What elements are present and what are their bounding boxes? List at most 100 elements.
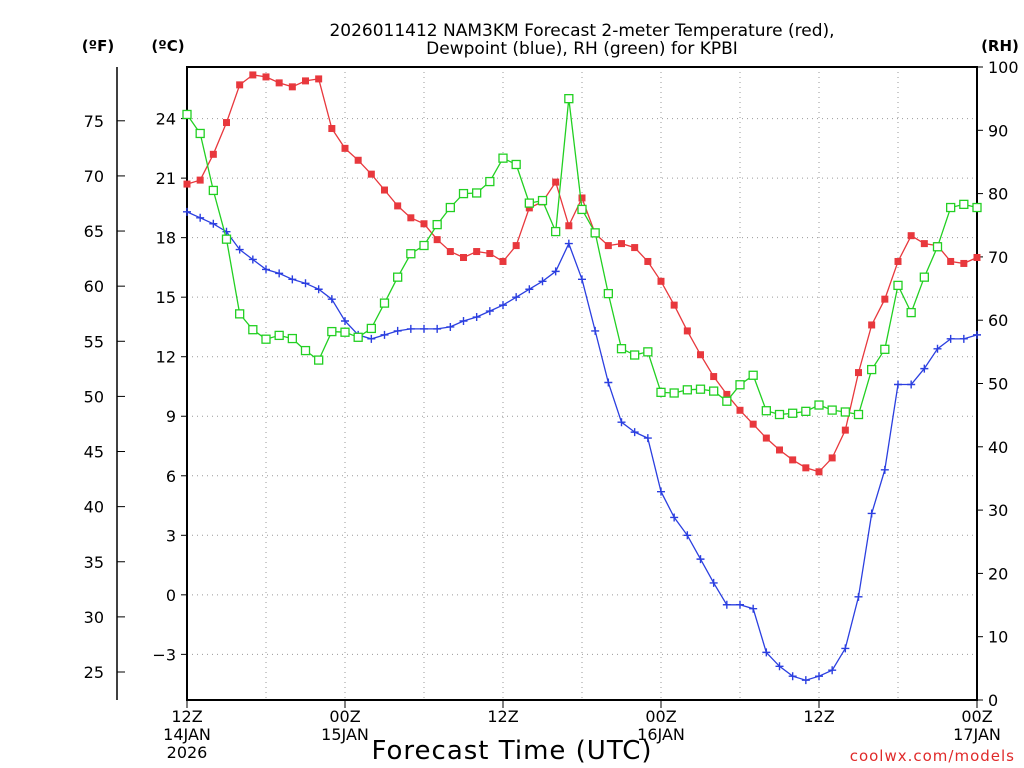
dewpoint-point — [235, 245, 244, 254]
rh-tick-label: 60 — [988, 311, 1008, 330]
temperature-point — [762, 434, 770, 442]
rh-tick-label: 0 — [988, 691, 998, 710]
dewpoint-point — [288, 275, 297, 284]
temperature-point — [367, 170, 375, 178]
dewpoint-point — [617, 418, 626, 427]
temperature-point — [657, 277, 665, 285]
celsius-tick-label: 12 — [156, 348, 176, 367]
x-tick-label: 00Z — [645, 707, 676, 726]
dewpoint-point — [209, 219, 218, 228]
dewpoint-point — [854, 592, 863, 601]
dewpoint-point — [946, 334, 955, 343]
dewpoint-point — [262, 265, 270, 274]
dewpoint-point — [459, 316, 468, 325]
dewpoint-point — [749, 604, 758, 613]
temperature-point — [789, 456, 797, 464]
fahrenheit-tick-label: 30 — [84, 608, 104, 627]
rh-point — [814, 400, 824, 410]
dewpoint-point — [709, 578, 718, 587]
rh-point — [551, 226, 561, 237]
rh-point — [616, 344, 627, 354]
rh-point — [524, 198, 534, 208]
temperature-point — [288, 83, 296, 91]
chart-title-line2: Dewpoint (blue), RH (green) for KPBI — [426, 39, 738, 59]
rh-point — [419, 240, 429, 251]
dewpoint-point — [248, 255, 257, 264]
rh-point — [274, 330, 284, 341]
temperature-point — [473, 248, 481, 256]
rh-point — [906, 307, 916, 318]
rh-point — [959, 199, 969, 210]
dewpoint-point — [367, 334, 376, 343]
x-tick-label: 12Z — [803, 707, 834, 726]
rh-point — [774, 409, 785, 420]
rh-point — [195, 128, 205, 139]
rh-point — [656, 387, 666, 398]
rh-point — [458, 188, 469, 199]
rh-point — [300, 345, 311, 356]
dewpoint-point — [841, 644, 850, 653]
temperature-point — [881, 295, 889, 303]
fahrenheit-tick-label: 60 — [84, 277, 104, 296]
rh-point — [972, 202, 982, 213]
rh-point — [682, 385, 692, 395]
dewpoint-point — [604, 378, 613, 387]
dewpoint-point — [815, 672, 823, 681]
celsius-tick-label: 6 — [166, 467, 176, 486]
temperature-point — [394, 202, 402, 210]
dewpoint-point — [472, 313, 481, 322]
rh-point — [340, 327, 350, 337]
rh-point — [748, 370, 758, 380]
dewpoint-point — [801, 676, 810, 685]
dewpoint-point — [512, 293, 521, 302]
rh-point — [919, 272, 929, 282]
rh-point — [735, 380, 745, 390]
rh-point — [840, 407, 850, 417]
dewpoint-point — [341, 316, 349, 325]
rh-point — [511, 159, 521, 170]
x-tick-label: 12Z — [171, 707, 202, 726]
rh-point — [287, 333, 297, 344]
dewpoint-point — [867, 509, 876, 518]
rh-point — [827, 405, 837, 415]
fahrenheit-tick-label: 75 — [84, 112, 104, 131]
grid-lines — [187, 67, 977, 700]
temperature-point — [855, 369, 862, 377]
x-axis-label: Forecast Time (UTC) — [371, 736, 652, 766]
fahrenheit-axis-unit: (ºF) — [82, 37, 114, 55]
rh-point — [722, 396, 732, 406]
celsius-axis-unit: (ºC) — [151, 37, 184, 55]
dewpoint-point — [380, 330, 389, 339]
celsius-tick-label: 24 — [156, 110, 176, 129]
temperature-point — [209, 150, 217, 158]
rh-tick-label: 30 — [988, 501, 1008, 520]
dewpoint-point — [420, 324, 428, 333]
x-tick-label: 14JAN — [163, 725, 211, 744]
temperature-point — [776, 446, 783, 454]
temperature-point — [381, 186, 388, 194]
temperature-point — [828, 454, 836, 462]
temperature-point — [552, 178, 560, 186]
rh-point — [801, 406, 811, 417]
dewpoint-point — [538, 277, 547, 286]
temperature-point — [302, 77, 309, 85]
rh-point — [432, 219, 442, 230]
rh-tick-label: 40 — [988, 438, 1008, 457]
temperature-point — [815, 468, 823, 476]
temperature-point — [236, 81, 244, 89]
dewpoint-point — [933, 344, 942, 353]
dewpoint-point — [275, 269, 284, 278]
rh-point — [669, 388, 679, 398]
dewpoint-point — [183, 207, 191, 216]
rh-point — [761, 406, 771, 416]
rh-point — [603, 288, 613, 299]
dewpoint-point — [433, 324, 442, 333]
temperature-point — [486, 250, 494, 258]
dewpoint-point — [196, 213, 205, 222]
rh-point — [445, 202, 455, 213]
x-tick-label: 16JAN — [637, 725, 685, 744]
rh-point — [366, 323, 376, 334]
rh-point — [867, 364, 877, 375]
rh-tick-label: 20 — [988, 564, 1008, 583]
